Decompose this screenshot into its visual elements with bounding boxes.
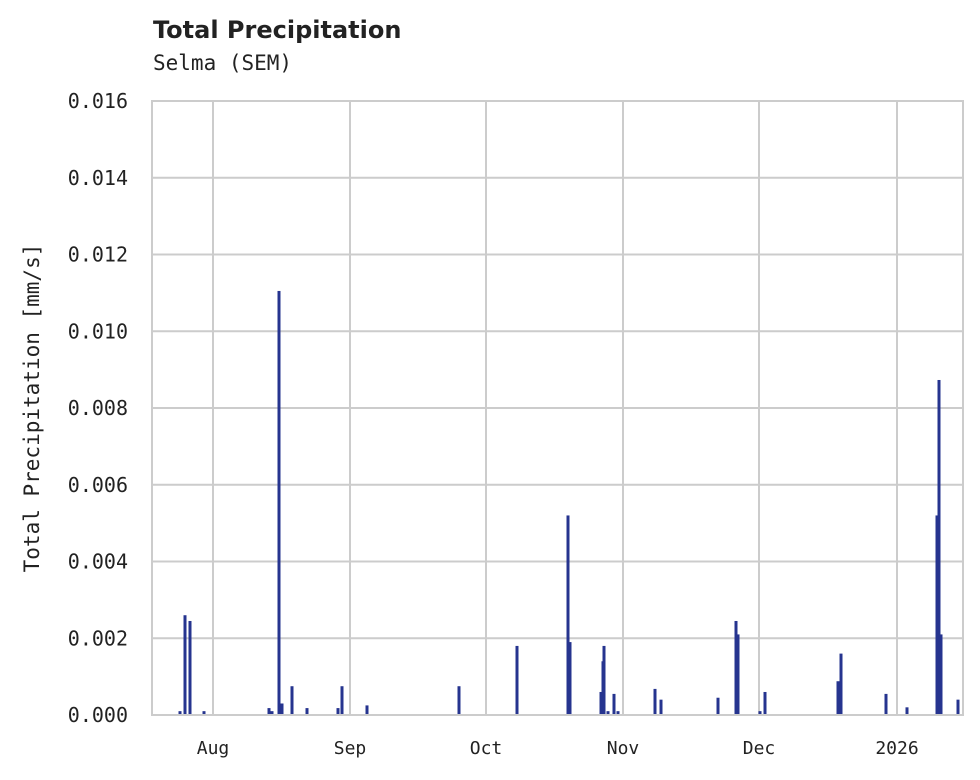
precip-bar [736, 634, 740, 715]
precip-bar [270, 711, 274, 715]
bar-series [178, 290, 960, 715]
y-tick-label: 0.008 [68, 396, 128, 420]
precip-bar [340, 686, 344, 715]
precip-bar [939, 634, 943, 715]
grid-lines [152, 100, 963, 716]
x-tick-label: Oct [470, 738, 503, 759]
precip-bar [566, 515, 570, 715]
precip-bar [183, 615, 187, 715]
precip-bar [734, 620, 738, 715]
precip-bar [365, 705, 369, 715]
x-axis-ticks: Aug Sep Oct Nov Dec 2026 [197, 738, 919, 759]
precip-bar [606, 711, 610, 715]
precip-bar [956, 699, 960, 715]
y-tick-label: 0.000 [68, 703, 128, 727]
y-tick-label: 0.004 [68, 550, 128, 574]
chart-subtitle: Selma (SEM) [153, 51, 293, 75]
precip-bar [612, 693, 616, 715]
precip-bar [937, 379, 941, 715]
precip-bar [905, 707, 909, 715]
x-tick-label: Dec [743, 738, 776, 759]
precip-bar [188, 620, 192, 715]
precip-bar [277, 290, 281, 715]
y-axis-label: Total Precipitation [mm/s] [20, 244, 44, 573]
x-tick-label: Aug [197, 738, 230, 759]
precip-bar [202, 711, 206, 715]
precip-bar [602, 645, 606, 715]
precip-bar [568, 642, 572, 715]
y-axis-ticks: 0.000 0.002 0.004 0.006 0.008 0.010 0.012 0.014… [68, 89, 128, 727]
precip-bar [457, 686, 461, 715]
x-tick-label: 2026 [875, 738, 918, 759]
x-tick-label: Nov [607, 738, 640, 759]
precip-bar [616, 711, 620, 715]
y-tick-label: 0.016 [68, 89, 128, 113]
precip-bar [178, 711, 182, 715]
x-tick-label: Sep [334, 738, 367, 759]
precip-bar [267, 708, 271, 715]
precip-bar [599, 691, 603, 715]
y-tick-label: 0.010 [68, 319, 128, 343]
precip-bar [290, 686, 294, 715]
precip-bar [653, 688, 657, 715]
y-tick-label: 0.014 [68, 166, 128, 190]
y-tick-label: 0.006 [68, 473, 128, 497]
plot-frame [151, 100, 964, 716]
precip-bar [758, 711, 762, 715]
y-tick-label: 0.012 [68, 243, 128, 267]
precip-bar [515, 645, 519, 715]
y-tick-label: 0.002 [68, 626, 128, 650]
precip-bar [716, 697, 720, 715]
precip-bar [336, 708, 340, 715]
precip-bar [280, 703, 284, 715]
precip-bar [305, 708, 309, 715]
precip-bar [763, 691, 767, 715]
precip-bar [659, 699, 663, 715]
precip-bar [836, 681, 840, 715]
precip-bar [839, 653, 843, 715]
chart-title: Total Precipitation [153, 16, 402, 44]
precip-bar [935, 515, 939, 715]
precip-bar [884, 693, 888, 715]
